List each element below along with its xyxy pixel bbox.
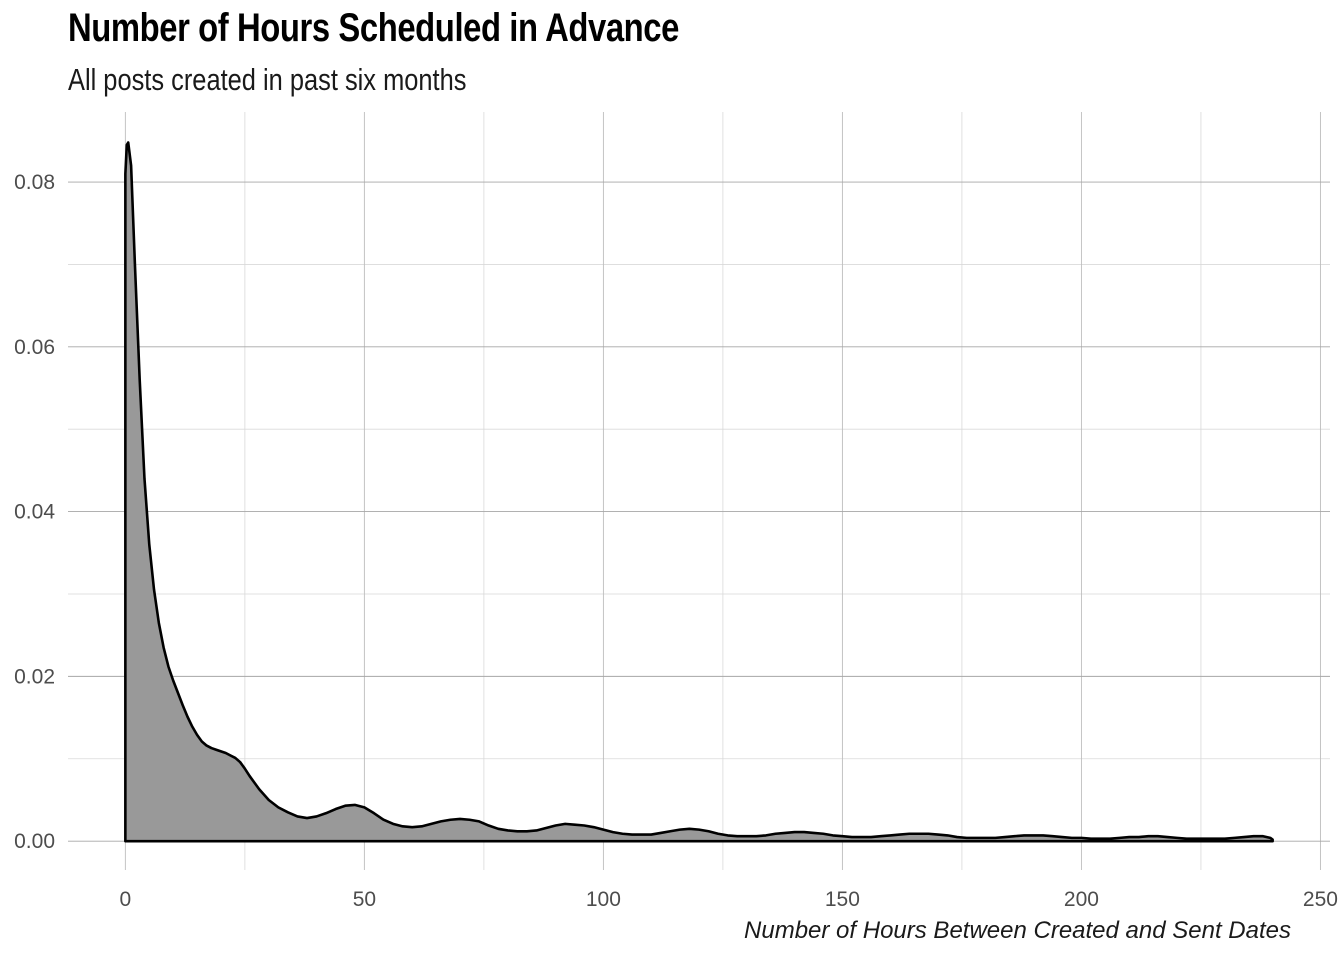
grid-minor [68,112,1330,870]
x-tick-label: 50 [353,888,376,911]
x-tick-label: 0 [120,888,132,911]
chart-subtitle: All posts created in past six months [68,62,467,97]
y-tick-label: 0.08 [14,171,55,194]
y-tick-label: 0.04 [14,501,55,524]
x-axis-ticks: 0 50 100 150 200 250 [120,888,1338,911]
x-tick-label: 150 [825,888,860,911]
y-axis-ticks: 0.00 0.02 0.04 0.06 0.08 [14,171,55,853]
density-area [124,141,1274,843]
x-tick-label: 250 [1303,888,1338,911]
y-tick-label: 0.06 [14,336,55,359]
y-tick-label: 0.02 [14,665,55,688]
x-axis-title: Number of Hours Between Created and Sent… [744,917,1291,944]
x-tick-label: 200 [1064,888,1099,911]
y-tick-label: 0.00 [14,830,55,853]
x-tick-label: 100 [586,888,621,911]
grid-major [68,112,1330,870]
plot-area [124,141,1274,843]
chart-title: Number of Hours Scheduled in Advance [68,6,679,50]
